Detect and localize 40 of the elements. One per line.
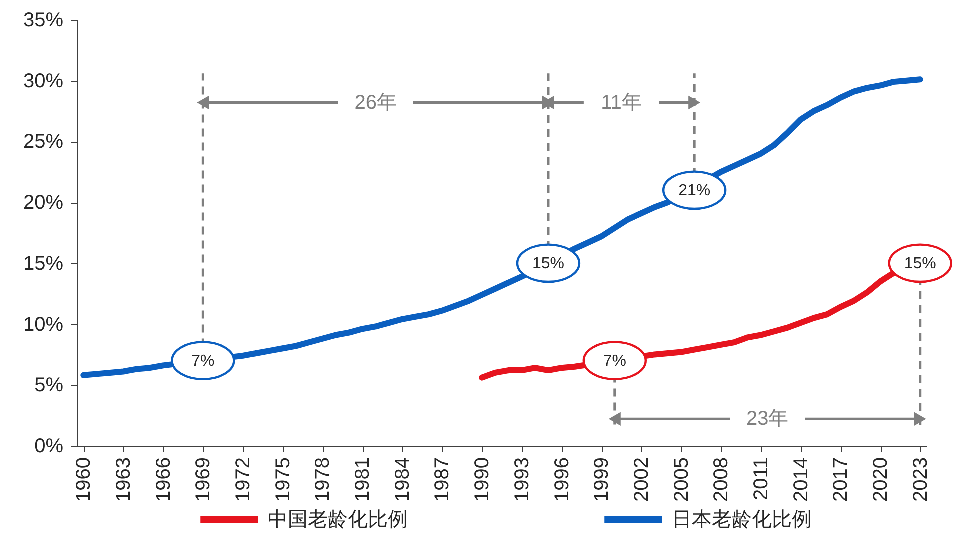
y-tick-label: 0%	[34, 436, 64, 458]
x-tick-label: 2002	[630, 458, 653, 502]
annotation: 15%	[904, 255, 936, 272]
x-tick-label: 1966	[152, 458, 175, 502]
y-tick-label: 35%	[23, 10, 64, 32]
x-tick-label: 2017	[830, 458, 852, 502]
y-tick-label: 15%	[23, 252, 64, 275]
x-tick-label: 1993	[511, 458, 534, 502]
x-tick-label: 1981	[352, 458, 374, 502]
annotation: 7%	[192, 352, 215, 370]
y-tick-label: 20%	[23, 192, 64, 214]
x-tick-label: 1963	[112, 458, 135, 502]
x-tick-label: 2023	[910, 458, 932, 502]
x-tick-label: 2008	[710, 458, 733, 502]
annotation: 23年	[746, 408, 789, 430]
x-tick-label: 2011	[750, 458, 772, 501]
annotation: 15%	[532, 255, 564, 272]
x-tick-label: 1975	[272, 458, 294, 502]
annotation: 11年	[601, 92, 642, 114]
x-tick-label: 1984	[392, 458, 414, 502]
x-tick-label: 1978	[312, 458, 334, 502]
annotation: 21%	[678, 182, 711, 200]
x-tick-label: 1960	[73, 458, 96, 502]
x-tick-label: 2014	[790, 458, 812, 502]
y-tick-label: 10%	[23, 314, 64, 336]
legend-label: 日本老龄化比例	[672, 508, 812, 531]
y-tick-label: 25%	[23, 131, 64, 154]
x-tick-label: 1972	[232, 458, 255, 502]
legend-label: 中国老龄化比例	[268, 508, 408, 531]
y-tick-label: 30%	[23, 70, 64, 92]
annotation: 26年	[354, 92, 397, 114]
x-tick-label: 1987	[432, 458, 454, 502]
x-tick-label: 2020	[870, 458, 892, 502]
x-tick-label: 2005	[670, 458, 693, 502]
y-tick-label: 5%	[34, 374, 64, 397]
x-tick-label: 1999	[591, 458, 614, 502]
x-tick-label: 1996	[551, 458, 574, 502]
x-tick-label: 1969	[192, 458, 215, 502]
annotation: 7%	[603, 352, 626, 370]
x-tick-label: 1990	[472, 458, 494, 502]
